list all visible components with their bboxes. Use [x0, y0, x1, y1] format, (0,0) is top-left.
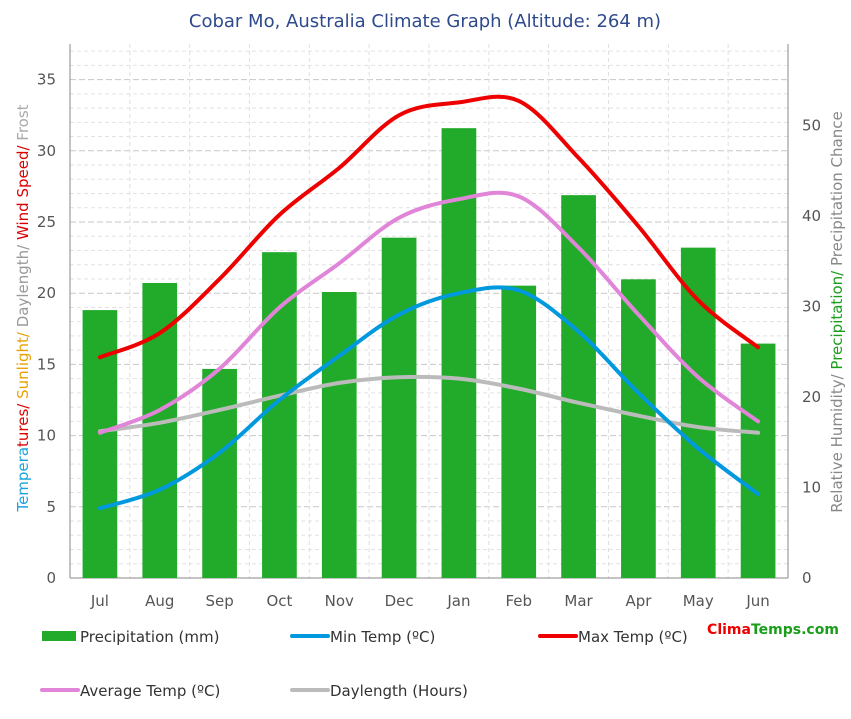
x-tick-label: Feb [505, 592, 532, 610]
legend-label-max-temp-c: Max Temp (ºC) [578, 628, 688, 646]
right-axis-title-part: Relative Humidity/ [828, 373, 846, 512]
legend-label-precipitation-mm: Precipitation (mm) [80, 628, 219, 646]
average-temp-c-line [97, 190, 761, 435]
x-tick-label: Oct [266, 592, 292, 610]
left-axis-title: Temperatures/ Sunlight/ Daylength/ Wind … [14, 104, 32, 512]
left-tick-label: 20 [37, 284, 56, 302]
left-axis-title-part: Daylength/ [14, 244, 32, 332]
brand-part-com: .com [801, 622, 839, 638]
x-tick-label: Nov [325, 592, 354, 610]
brand-logo[interactable]: ClimaTemps.com [707, 622, 839, 638]
legend: Precipitation (mm) Min Temp (ºC) Max Temp … [40, 628, 688, 700]
left-tick-label: 10 [37, 427, 56, 445]
precipitation-bar-nov [321, 291, 357, 578]
min-temp-c-line [97, 285, 761, 511]
right-tick-label: 10 [802, 478, 821, 496]
left-tick-label: 5 [46, 498, 56, 516]
left-axis-title-part: Frost [14, 104, 32, 145]
right-axis-title-part: Precipitation/ [828, 270, 846, 375]
x-tick-label: Apr [625, 592, 652, 610]
x-tick-label: Jul [90, 592, 109, 610]
left-axis-title-part: tures/ [14, 403, 32, 447]
brand-part-temps: Temps [751, 622, 801, 638]
precipitation-bar-jul [82, 310, 118, 578]
left-tick-label: 15 [37, 355, 56, 373]
left-tick-label: 30 [37, 142, 56, 160]
left-axis-title-part: Sunlight/ [14, 331, 32, 404]
precipitation-bar-feb [501, 285, 537, 578]
precipitation-bar-aug [142, 282, 178, 578]
daylength-hours-line [97, 374, 761, 435]
max-temp-c-line [97, 94, 761, 360]
brand-part-clima: Clima [707, 622, 751, 638]
precipitation-bar-mar [561, 195, 596, 578]
right-axis-title-part: Precipitation Chance [828, 111, 846, 270]
precipitation-bar-jun [740, 343, 776, 578]
legend-label-min-temp-c: Min Temp (ºC) [330, 628, 435, 646]
precipitation-bar-apr [621, 279, 656, 578]
right-axis-title: Relative Humidity/ Precipitation/ Precip… [828, 111, 846, 512]
precipitation-bar-dec [381, 237, 417, 578]
plot-area: 0 5 10 15 20 25 30 35 0 10 20 30 40 50 Jul Aug Sep Oct Nov… [37, 44, 821, 610]
precipitation-bar-may [680, 247, 716, 578]
x-tick-label: Mar [564, 592, 593, 610]
x-tick-label: Dec [385, 592, 414, 610]
left-tick-label: 35 [37, 71, 56, 89]
left-axis-title-part: Wind Speed/ [14, 145, 32, 245]
x-tick-label: Aug [145, 592, 174, 610]
right-tick-label: 30 [802, 297, 821, 315]
right-tick-label: 40 [802, 207, 821, 225]
left-axis-title-part: Tempera [14, 447, 32, 513]
x-tick-label: May [683, 592, 714, 610]
x-tick-label: Jan [446, 592, 470, 610]
legend-label-daylength-hours: Daylength (Hours) [330, 682, 468, 700]
right-tick-label: 50 [802, 116, 821, 134]
left-tick-label: 25 [37, 213, 56, 231]
right-tick-label: 20 [802, 388, 821, 406]
x-tick-label: Jun [745, 592, 769, 610]
right-tick-label: 0 [802, 569, 812, 587]
precipitation-bar-sep [202, 368, 237, 578]
legend-label-average-temp-c: Average Temp (ºC) [80, 682, 220, 700]
precipitation-bar-oct [262, 252, 297, 578]
left-tick-label: 0 [46, 569, 56, 587]
chart-title: Cobar Mo, Australia Climate Graph (Altit… [189, 11, 661, 32]
legend-swatch-precipitation-mm [42, 631, 76, 641]
x-tick-label: Sep [205, 592, 233, 610]
